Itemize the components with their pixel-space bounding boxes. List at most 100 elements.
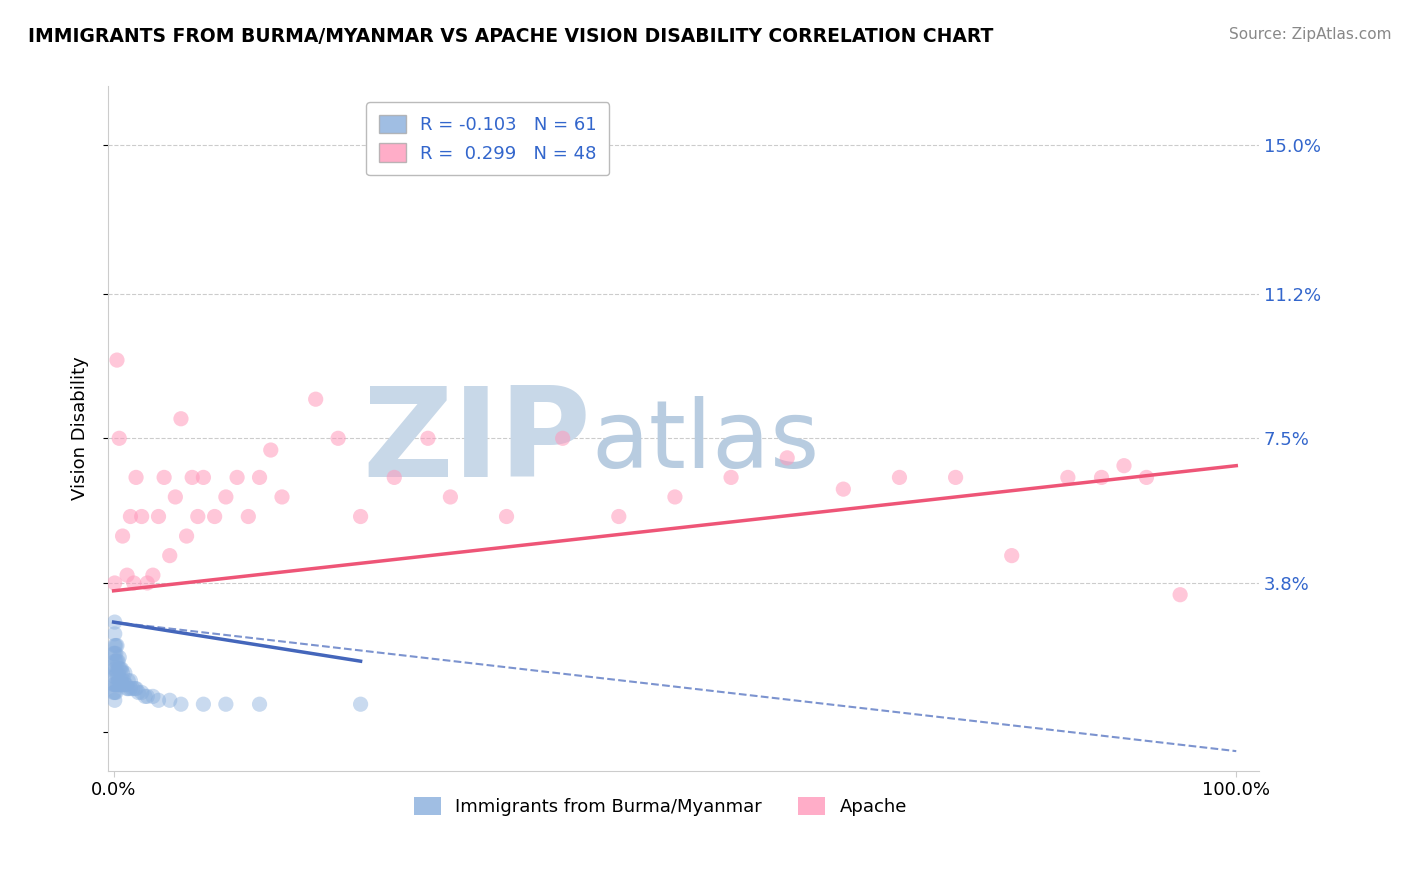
Point [1135,470,1157,484]
Point [103,665,125,680]
Point [159,693,181,707]
Point [416,431,439,445]
Point [104,665,127,680]
Point [142,568,165,582]
Point [104,662,127,676]
Point [159,549,181,563]
Point [153,470,176,484]
Point [125,470,148,484]
Point [1112,458,1135,473]
Point [107,665,129,680]
Point [103,658,125,673]
Point [110,673,132,688]
Point [103,646,125,660]
Point [111,529,134,543]
Point [117,681,139,696]
Point [112,673,135,688]
Point [114,665,136,680]
Point [165,490,187,504]
Point [136,690,159,704]
Point [326,431,349,445]
Point [1168,588,1191,602]
Point [105,639,128,653]
Point [187,509,209,524]
Text: Source: ZipAtlas.com: Source: ZipAtlas.com [1229,27,1392,42]
Point [120,681,142,696]
Point [215,490,238,504]
Point [1001,549,1024,563]
Point [1057,470,1080,484]
Text: atlas: atlas [592,396,820,488]
Point [120,509,142,524]
Point [136,576,159,591]
Point [104,678,127,692]
Point [105,654,128,668]
Point [104,615,127,629]
Text: IMMIGRANTS FROM BURMA/MYANMAR VS APACHE VISION DISABILITY CORRELATION CHART: IMMIGRANTS FROM BURMA/MYANMAR VS APACHE … [28,27,994,45]
Point [193,697,215,711]
Point [104,678,127,692]
Point [107,678,129,692]
Point [108,673,131,688]
Point [104,576,127,591]
Point [104,639,127,653]
Point [110,662,132,676]
Point [104,646,127,660]
Point [832,482,855,496]
Point [260,443,283,458]
Point [107,654,129,668]
Point [108,431,131,445]
Point [104,654,127,668]
Point [104,685,127,699]
Point [1090,470,1112,484]
Point [226,470,249,484]
Point [110,662,132,676]
Point [111,665,134,680]
Point [238,509,260,524]
Point [349,697,371,711]
Point [104,654,127,668]
Point [134,690,156,704]
Point [551,431,574,445]
Point [105,665,128,680]
Point [104,670,127,684]
Point [131,685,153,699]
Text: ZIP: ZIP [363,382,592,503]
Point [115,681,138,696]
Point [215,697,238,711]
Point [108,662,131,676]
Point [495,509,517,524]
Point [117,673,139,688]
Point [124,681,146,696]
Legend: Immigrants from Burma/Myanmar, Apache: Immigrants from Burma/Myanmar, Apache [406,789,914,823]
Point [104,646,127,660]
Point [111,678,134,692]
Point [945,470,967,484]
Point [170,697,193,711]
Point [720,470,742,484]
Point [108,650,131,665]
Point [103,678,125,692]
Point [271,490,294,504]
Point [176,529,198,543]
Point [204,509,226,524]
Point [148,509,170,524]
Point [121,681,143,696]
Point [664,490,686,504]
Point [104,627,127,641]
Point [170,411,193,425]
Point [131,509,153,524]
Point [193,470,215,484]
Point [104,639,127,653]
Point [439,490,461,504]
Point [105,353,128,368]
Point [249,470,271,484]
Y-axis label: Vision Disability: Vision Disability [72,357,89,500]
Point [181,470,204,484]
Point [607,509,630,524]
Point [249,697,271,711]
Point [125,681,148,696]
Point [148,693,170,707]
Point [115,568,138,582]
Point [103,685,125,699]
